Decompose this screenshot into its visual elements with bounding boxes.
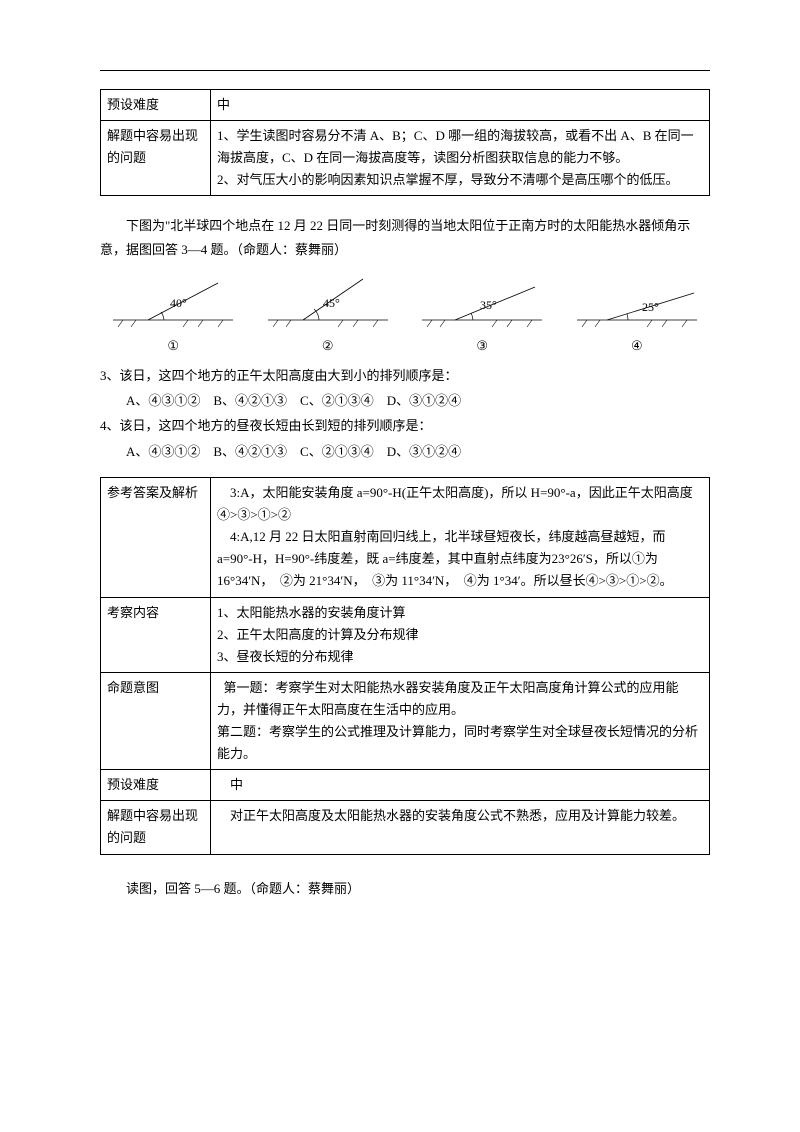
diagram-label: ③ [409,334,555,357]
info-table-1: 预设难度 中 解题中容易出现的问题 1、学生读图时容易分不清 A、B；C、D 哪… [100,89,710,196]
diagram-label: ④ [564,334,710,357]
cell-content: 中 [211,770,710,801]
cell-label: 命题意图 [101,672,211,769]
table-row: 预设难度 中 [101,90,710,121]
info-table-2: 参考答案及解析 3:A，太阳能安装角度 a=90°-H(正午太阳高度)，所以 H… [100,477,710,854]
table-row: 解题中容易出现的问题 1、学生读图时容易分不清 A、B；C、D 哪一组的海拔较高… [101,121,710,196]
q4-options: A、④③①② B、④②①③ C、②①③④ D、③①②④ [100,440,710,463]
diagram-label: ① [100,334,246,357]
cell-label: 参考答案及解析 [101,478,211,597]
table-row: 预设难度 中 [101,770,710,801]
angle-label: 45° [323,296,340,310]
cell-label: 考察内容 [101,597,211,672]
cell-content: 1、学生读图时容易分不清 A、B；C、D 哪一组的海拔较高，或看不出 A、B 在… [211,121,710,196]
angle-label: 40° [170,296,187,310]
diagram-1: 40° ① [100,275,246,357]
angle-diagrams: 40° ① 45° ② [100,275,710,357]
diagram-2: 45° ② [255,275,401,357]
intro-q56: 读图，回答 5—6 题。（命题人：蔡舞丽） [100,877,710,900]
table-row: 解题中容易出现的问题 对正午太阳高度及太阳能热水器的安装角度公式不熟悉，应用及计… [101,801,710,854]
table-row: 考察内容 1、太阳能热水器的安装角度计算2、正午太阳高度的计算及分布规律3、昼夜… [101,597,710,672]
q3-options: A、④③①② B、④②①③ C、②①③④ D、③①②④ [100,389,710,412]
angle-icon: 40° [108,275,238,330]
table-row: 命题意图 第一题：考察学生对太阳能热水器安装角度及正午太阳高度角计算公式的应用能… [101,672,710,769]
top-rule [100,70,710,71]
angle-icon: 45° [263,275,393,330]
cell-label: 解题中容易出现的问题 [101,801,211,854]
angle-icon: 25° [572,275,702,330]
cell-content: 对正午太阳高度及太阳能热水器的安装角度公式不熟悉，应用及计算能力较差。 [211,801,710,854]
page: 预设难度 中 解题中容易出现的问题 1、学生读图时容易分不清 A、B；C、D 哪… [0,0,800,1132]
cell-content: 1、太阳能热水器的安装角度计算2、正午太阳高度的计算及分布规律3、昼夜长短的分布… [211,597,710,672]
cell-label: 预设难度 [101,770,211,801]
angle-label: 25° [642,300,659,314]
diagram-4: 25° ④ [564,275,710,357]
cell-content: 3:A，太阳能安装角度 a=90°-H(正午太阳高度)，所以 H=90°-a，因… [211,478,710,597]
q4-stem: 4、该日，这四个地方的昼夜长短由长到短的排列顺序是： [100,414,710,437]
angle-label: 35° [480,298,497,312]
cell-content: 第一题：考察学生对太阳能热水器安装角度及正午太阳高度角计算公式的应用能力，并懂得… [211,672,710,769]
table-row: 参考答案及解析 3:A，太阳能安装角度 a=90°-H(正午太阳高度)，所以 H… [101,478,710,597]
diagram-label: ② [255,334,401,357]
angle-icon: 35° [417,275,547,330]
diagram-3: 35° ③ [409,275,555,357]
cell-label: 预设难度 [101,90,211,121]
cell-content: 中 [211,90,710,121]
cell-label: 解题中容易出现的问题 [101,121,211,196]
intro-q34: 下图为"北半球四个地点在 12 月 22 日同一时刻测得的当地太阳位于正南方时的… [100,214,710,261]
q3-stem: 3、该日，这四个地方的正午太阳高度由大到小的排列顺序是： [100,364,710,387]
